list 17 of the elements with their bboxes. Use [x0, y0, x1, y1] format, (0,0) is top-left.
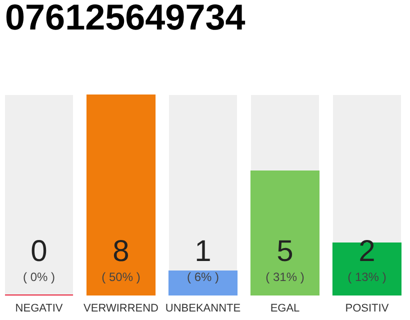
annotation: 1	[194, 235, 212, 268]
data-label: ( 31% )	[266, 270, 304, 284]
x-tick-label: EGAL	[270, 302, 300, 314]
annotation: 8	[112, 235, 130, 268]
data-label: ( 13% )	[348, 270, 386, 284]
data-label: ( 50% )	[102, 270, 140, 284]
chart-title: 076125649734	[5, 0, 246, 38]
data-label: ( 6% )	[186, 270, 220, 284]
annotation: 5	[276, 235, 294, 268]
x-tick-label: VERWIRREND	[84, 302, 159, 314]
annotation: 2	[358, 235, 376, 268]
x-tick-label: NEGATIV	[15, 302, 64, 314]
annotation: 0	[30, 235, 48, 268]
x-tick-label: UNBEKANNTE	[165, 302, 241, 314]
x-tick-label: POSITIV	[345, 302, 390, 314]
data-label: ( 0% )	[23, 270, 56, 284]
bar	[168, 270, 238, 296]
